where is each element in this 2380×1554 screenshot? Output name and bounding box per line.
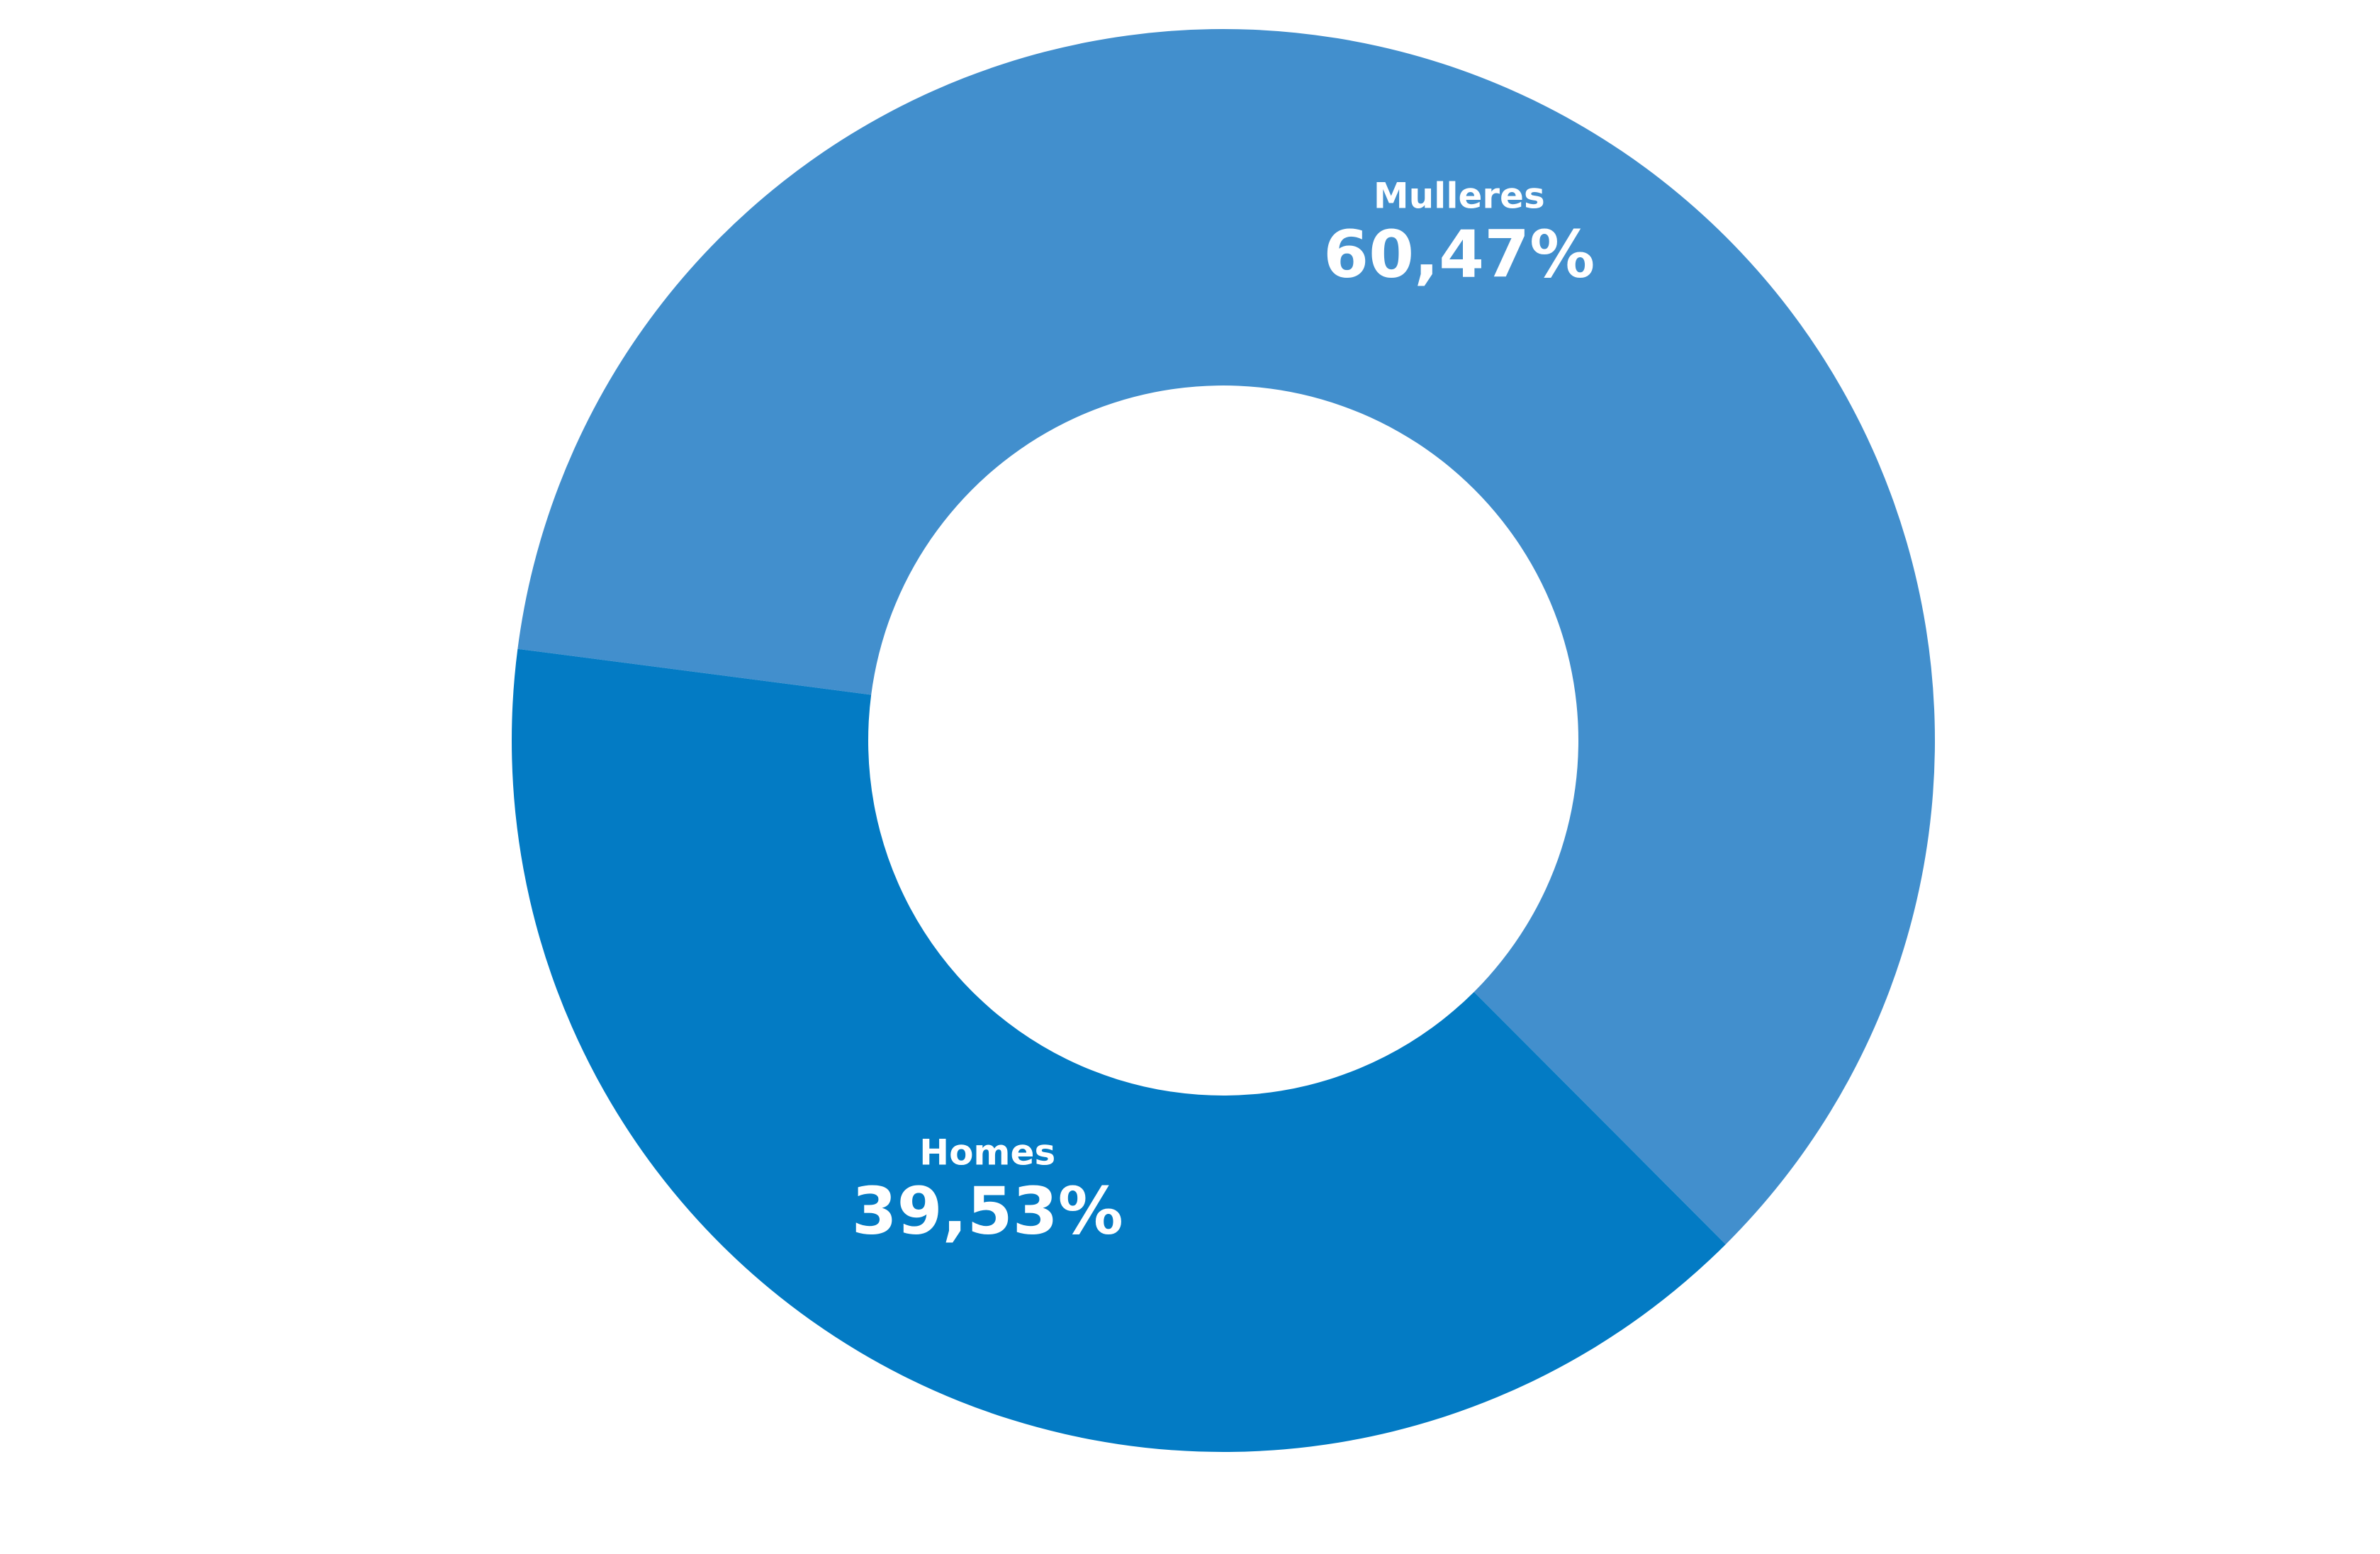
slice-label: Homes	[919, 1132, 1055, 1173]
value-label: 60,47%	[1323, 216, 1595, 292]
slice	[512, 648, 1726, 1452]
slice	[517, 29, 1935, 1245]
value-label: 39,53%	[852, 1173, 1123, 1249]
slice-label: Mulleres	[1374, 176, 1545, 217]
